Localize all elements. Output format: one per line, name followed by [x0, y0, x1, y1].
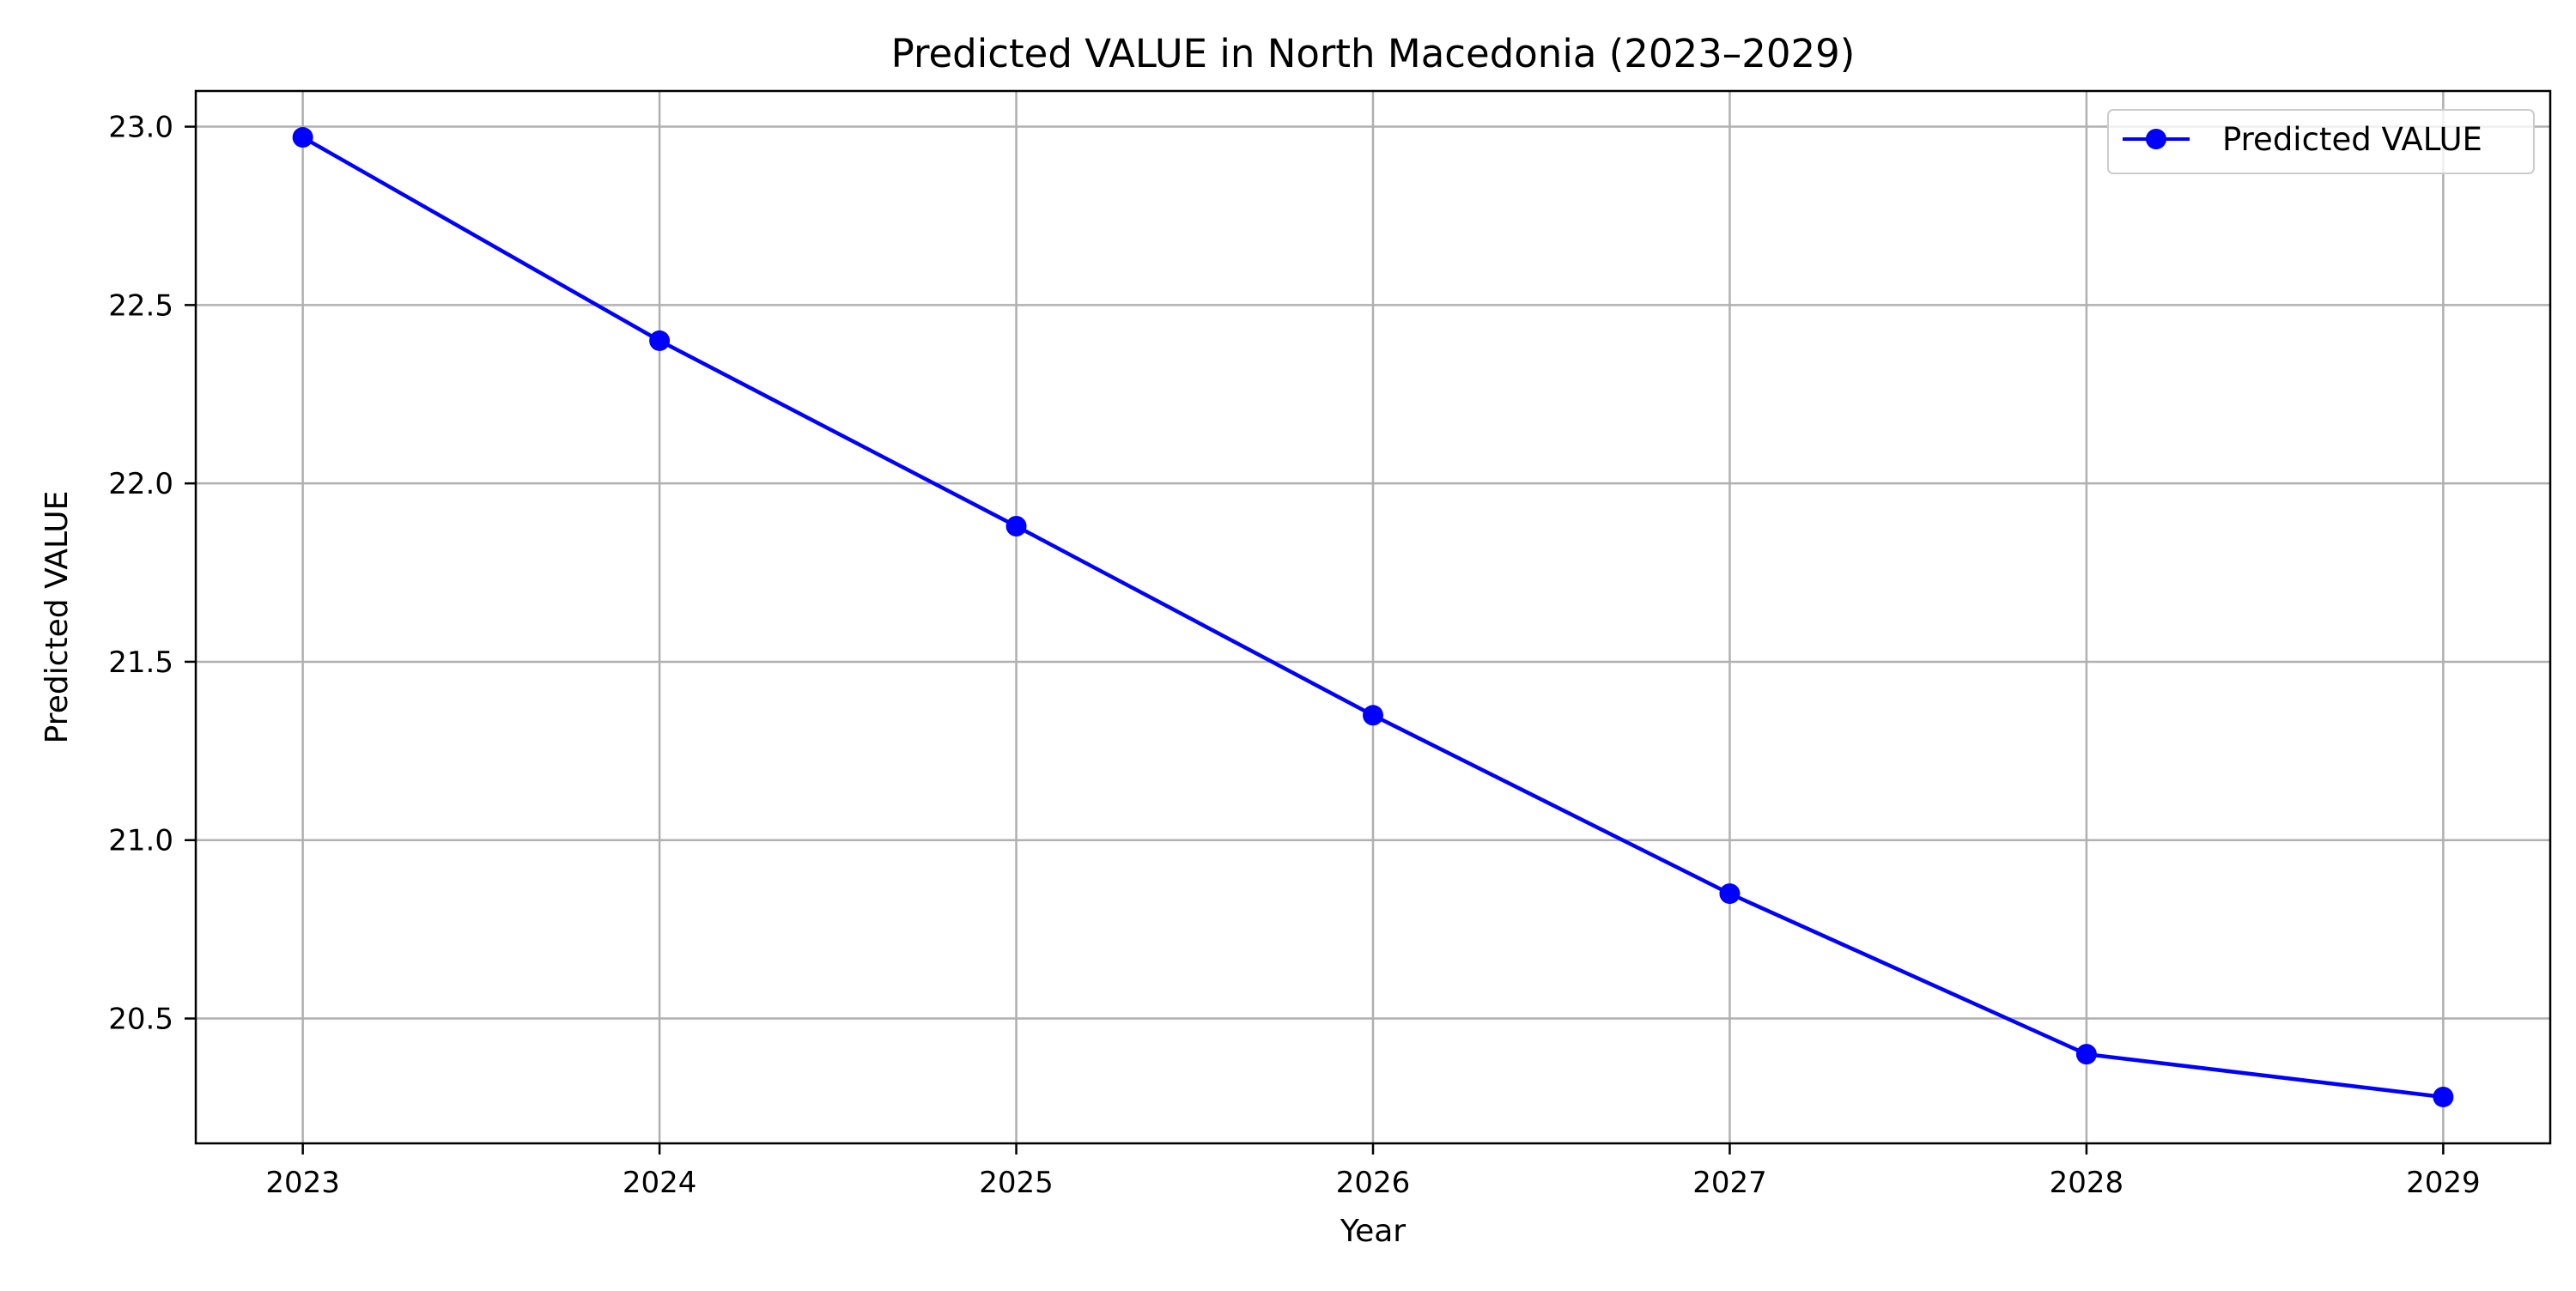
data-point: [2075, 1044, 2097, 1065]
legend-marker-swatch: [2146, 129, 2166, 149]
y-axis-label: Predicted VALUE: [39, 491, 75, 744]
legend-label: Predicted VALUE: [2222, 121, 2482, 158]
y-tick-label: 21.5: [108, 646, 173, 680]
data-point: [1005, 516, 1027, 537]
y-tick-label: 20.5: [108, 1003, 173, 1037]
x-axis-label: Year: [1340, 1214, 1406, 1249]
data-point: [292, 127, 313, 148]
chart-title: Predicted VALUE in North Macedonia (2023…: [891, 31, 1856, 76]
y-tick-label: 22.0: [108, 467, 173, 501]
data-point: [649, 330, 671, 351]
tick-layer: 2023 2024 2025 2026 2027 2028 2029 20.5 21.0 21.5…: [108, 111, 2480, 1200]
y-tick-label: 22.5: [108, 288, 173, 323]
data-point: [1363, 705, 1383, 726]
data-point: [1719, 883, 1741, 905]
y-tick-label: 23.0: [108, 111, 173, 145]
y-tick-label: 21.0: [108, 824, 173, 858]
x-tick-label: 2028: [2050, 1166, 2124, 1200]
legend-box: [2107, 109, 2535, 174]
x-tick-label: 2027: [1692, 1166, 1767, 1200]
x-tick-label: 2029: [2406, 1166, 2481, 1200]
x-tick-label: 2025: [979, 1166, 1054, 1200]
x-tick-label: 2024: [623, 1166, 697, 1200]
x-tick-label: 2026: [1336, 1166, 1411, 1200]
legend: Predicted VALUE: [2107, 109, 2535, 174]
x-tick-label: 2023: [265, 1166, 340, 1200]
data-point: [2433, 1086, 2454, 1107]
series-layer: [292, 127, 2454, 1107]
